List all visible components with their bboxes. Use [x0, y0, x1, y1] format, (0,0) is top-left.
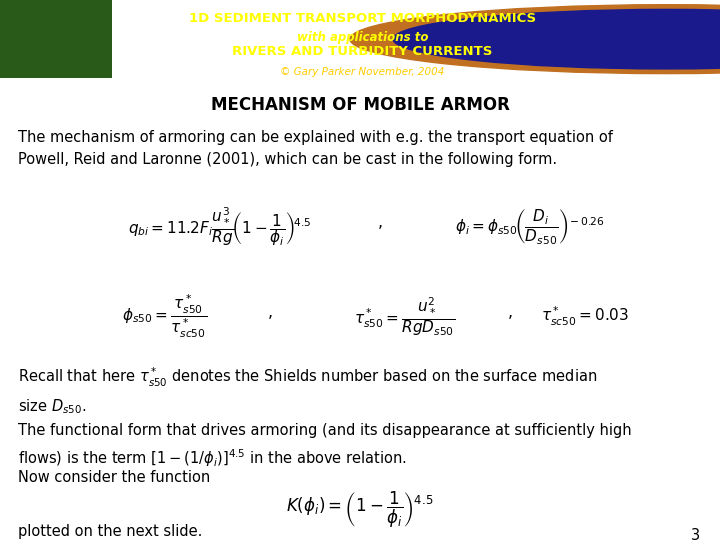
Text: 3: 3 [691, 528, 700, 540]
Text: RIVERS AND TURBIDITY CURRENTS: RIVERS AND TURBIDITY CURRENTS [233, 45, 492, 58]
Text: 1D SEDIMENT TRANSPORT MORPHODYNAMICS: 1D SEDIMENT TRANSPORT MORPHODYNAMICS [189, 12, 536, 25]
Text: Recall that here $\tau_{s50}^*$ denotes the Shields number based on the surface : Recall that here $\tau_{s50}^*$ denotes … [18, 366, 598, 416]
Circle shape [393, 9, 720, 69]
Text: ,: , [377, 215, 382, 230]
Text: ,: , [508, 305, 513, 320]
Text: with applications to: with applications to [297, 31, 428, 44]
Text: © Gary Parker November, 2004: © Gary Parker November, 2004 [280, 68, 445, 77]
Text: Now consider the function: Now consider the function [18, 470, 210, 485]
Text: The functional form that drives armoring (and its disappearance at sufficiently : The functional form that drives armoring… [18, 423, 631, 469]
Text: The mechanism of armoring can be explained with e.g. the transport equation of
P: The mechanism of armoring can be explain… [18, 130, 613, 167]
Text: $\phi_i = \phi_{s50}\!\left(\dfrac{D_i}{D_{s50}}\right)^{\!-0.26}$: $\phi_i = \phi_{s50}\!\left(\dfrac{D_i}{… [455, 207, 605, 246]
Text: $K(\phi_i) = \left(1 - \dfrac{1}{\phi_i}\right)^{4.5}$: $K(\phi_i) = \left(1 - \dfrac{1}{\phi_i}… [287, 490, 433, 530]
Text: $\tau_{s50}^* = \dfrac{u_*^2}{RgD_{s50}}$: $\tau_{s50}^* = \dfrac{u_*^2}{RgD_{s50}}… [354, 295, 456, 338]
Text: $\tau_{sc50}^* = 0.03$: $\tau_{sc50}^* = 0.03$ [541, 305, 629, 328]
FancyBboxPatch shape [0, 0, 112, 78]
Text: ,: , [267, 305, 273, 320]
Circle shape [350, 5, 720, 73]
Text: MECHANISM OF MOBILE ARMOR: MECHANISM OF MOBILE ARMOR [210, 96, 510, 114]
Text: plotted on the next slide.: plotted on the next slide. [18, 524, 202, 539]
Text: $q_{bi} = 11.2F_i\dfrac{u_*^3}{Rg}\!\left(1-\dfrac{1}{\phi_i}\right)^{\!4.5}$: $q_{bi} = 11.2F_i\dfrac{u_*^3}{Rg}\!\lef… [128, 205, 312, 248]
Text: $\phi_{s50} = \dfrac{\tau_{s50}^*}{\tau_{sc50}^*}$: $\phi_{s50} = \dfrac{\tau_{s50}^*}{\tau_… [122, 293, 207, 340]
